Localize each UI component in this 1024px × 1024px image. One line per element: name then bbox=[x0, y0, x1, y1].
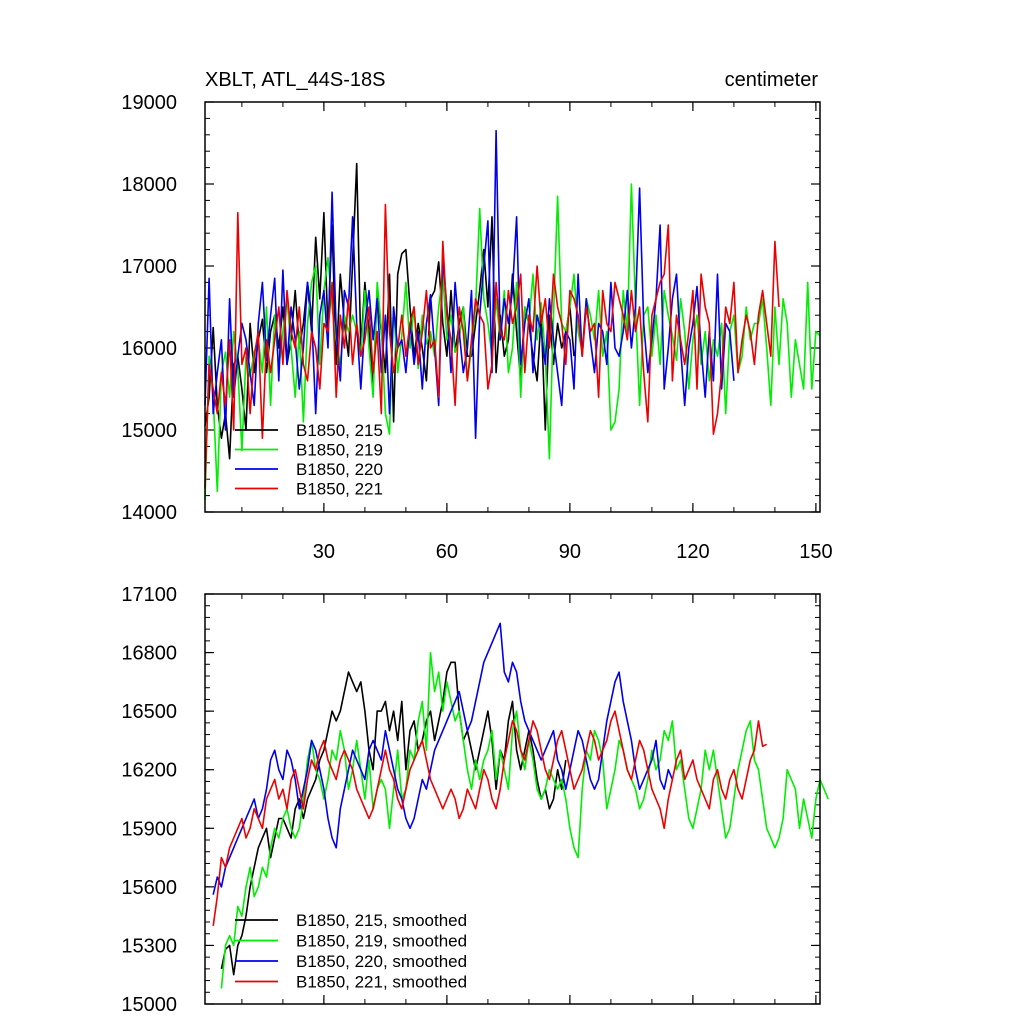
legend-label: B1850, 220, smoothed bbox=[296, 952, 467, 971]
series-line-3 bbox=[212, 622, 674, 895]
series-line-3 bbox=[204, 129, 735, 440]
series-line-2 bbox=[220, 651, 829, 989]
top-series-group bbox=[204, 129, 821, 500]
top-chart-title: XBLT, ATL_44S-18S bbox=[205, 69, 385, 91]
x-tick-label: 90 bbox=[559, 541, 581, 563]
series-line-4 bbox=[204, 203, 780, 488]
legend-label: B1850, 221 bbox=[296, 480, 383, 499]
y-tick-label: 18000 bbox=[121, 174, 177, 196]
y-tick-label: 16000 bbox=[121, 338, 177, 360]
legend-label: B1850, 220 bbox=[296, 460, 383, 479]
top-axis-ticks: 14000 15000 16000 17000 18000 19000 30 60 90 120 1… bbox=[121, 92, 832, 563]
bottom-axis-ticks: 15000 15300 15600 15900 16200 16500 16800 17100 bbox=[121, 584, 820, 1016]
legend-label: B1850, 215, smoothed bbox=[296, 911, 467, 930]
x-tick-label: 150 bbox=[799, 541, 832, 563]
bottom-legend: B1850, 215, smoothed B1850, 219, smoothed… bbox=[235, 911, 467, 992]
legend-label: B1850, 221, smoothed bbox=[296, 973, 467, 992]
series-line-1 bbox=[204, 162, 575, 460]
y-tick-label: 17000 bbox=[121, 256, 177, 278]
bottom-chart-panel: 15000 15300 15600 15900 16200 16500 16800 17100… bbox=[121, 584, 829, 1016]
series-line-4 bbox=[212, 710, 768, 927]
y-tick-label: 19000 bbox=[121, 92, 177, 114]
series-line-2 bbox=[204, 183, 821, 500]
y-tick-label: 15000 bbox=[121, 994, 177, 1016]
y-tick-label: 15000 bbox=[121, 420, 177, 442]
y-tick-label: 15900 bbox=[121, 818, 177, 840]
y-tick-label: 16800 bbox=[121, 643, 177, 665]
legend-label: B1850, 215 bbox=[296, 421, 383, 440]
x-tick-label: 60 bbox=[436, 541, 458, 563]
top-plot-frame bbox=[204, 101, 821, 513]
bottom-plot-frame bbox=[204, 593, 821, 1005]
series-line-1 bbox=[220, 661, 567, 976]
y-tick-label: 16200 bbox=[121, 760, 177, 782]
legend-label: B1850, 219, smoothed bbox=[296, 932, 467, 951]
y-tick-label: 15600 bbox=[121, 877, 177, 899]
bottom-series-group bbox=[212, 622, 829, 989]
y-tick-label: 17100 bbox=[121, 584, 177, 606]
y-tick-label: 14000 bbox=[121, 502, 177, 524]
top-chart-panel: XBLT, ATL_44S-18S centimeter 14000150001… bbox=[121, 69, 832, 563]
legend-label: B1850, 219 bbox=[296, 441, 383, 460]
x-tick-label: 120 bbox=[676, 541, 709, 563]
y-tick-label: 15300 bbox=[121, 935, 177, 957]
top-chart-units: centimeter bbox=[725, 69, 819, 91]
x-tick-label: 30 bbox=[313, 541, 335, 563]
y-tick-label: 16500 bbox=[121, 701, 177, 723]
